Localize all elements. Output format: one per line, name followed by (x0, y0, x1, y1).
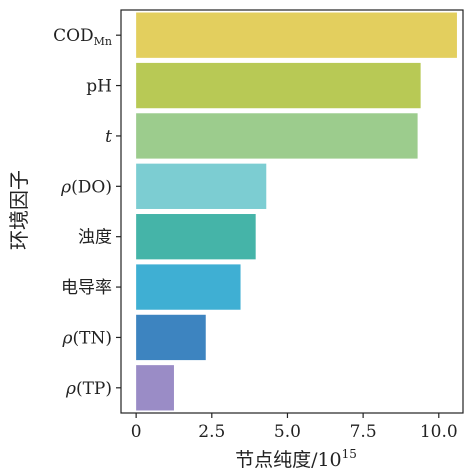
y-tick-label-prefix-3: ρ (60, 177, 71, 197)
bar-0 (136, 12, 457, 58)
y-tick-label-3: ρ(DO) (60, 177, 112, 197)
y-tick-label-main-7: (TP) (76, 379, 112, 399)
y-tick-label-4: 浊度 (78, 228, 112, 248)
y-tick-label-1: pH (86, 77, 112, 97)
bar-1 (136, 62, 421, 109)
y-tick-label-main-3: (DO) (71, 177, 112, 197)
y-tick-label-main-0: COD (53, 26, 94, 46)
x-tick-label-2: 5.0 (274, 422, 301, 442)
x-ticks: 0 2.5 5.0 7.5 10.0 (131, 413, 458, 442)
plot-frame (120, 9, 464, 414)
x-tick-label-3: 7.5 (350, 422, 377, 442)
y-tick-label-main-2: t (105, 127, 112, 147)
y-tick-label-7: ρ(TP) (65, 379, 112, 399)
y-tick-label-main-4: 浊度 (78, 228, 112, 248)
bar-6 (136, 314, 206, 361)
bar-2 (136, 113, 418, 159)
bar-3 (136, 163, 267, 209)
bar-4 (136, 214, 256, 260)
bar-7 (136, 365, 174, 411)
y-tick-label-2: t (105, 127, 112, 147)
bars (136, 12, 457, 411)
y-tick-label-prefix-6: ρ (62, 328, 73, 348)
y-tick-label-main-6: (TN) (73, 328, 112, 348)
y-axis-title: 环境因子 (7, 170, 31, 250)
x-axis-label: 节点纯度/1015 (235, 447, 357, 471)
y-axis-label: 环境因子 (7, 170, 31, 250)
y-tick-label-0: CODMn (53, 26, 112, 48)
y-tick-label-6: ρ(TN) (62, 328, 112, 348)
x-axis-label-main: 节点纯度/10 (235, 449, 342, 471)
y-tick-label-main-1: pH (86, 77, 112, 97)
x-tick-label-0: 0 (131, 422, 142, 442)
x-axis-label-exponent: 15 (342, 447, 357, 461)
y-tick-label-sub-0: Mn (94, 35, 112, 48)
x-tick-label-1: 2.5 (198, 422, 225, 442)
y-tick-label-5: 电导率 (61, 278, 112, 298)
x-tick-label-4: 10.0 (420, 422, 458, 442)
y-tick-label-main-5: 电导率 (61, 278, 112, 298)
y-tick-label-prefix-7: ρ (65, 379, 76, 399)
bar-5 (136, 264, 241, 310)
